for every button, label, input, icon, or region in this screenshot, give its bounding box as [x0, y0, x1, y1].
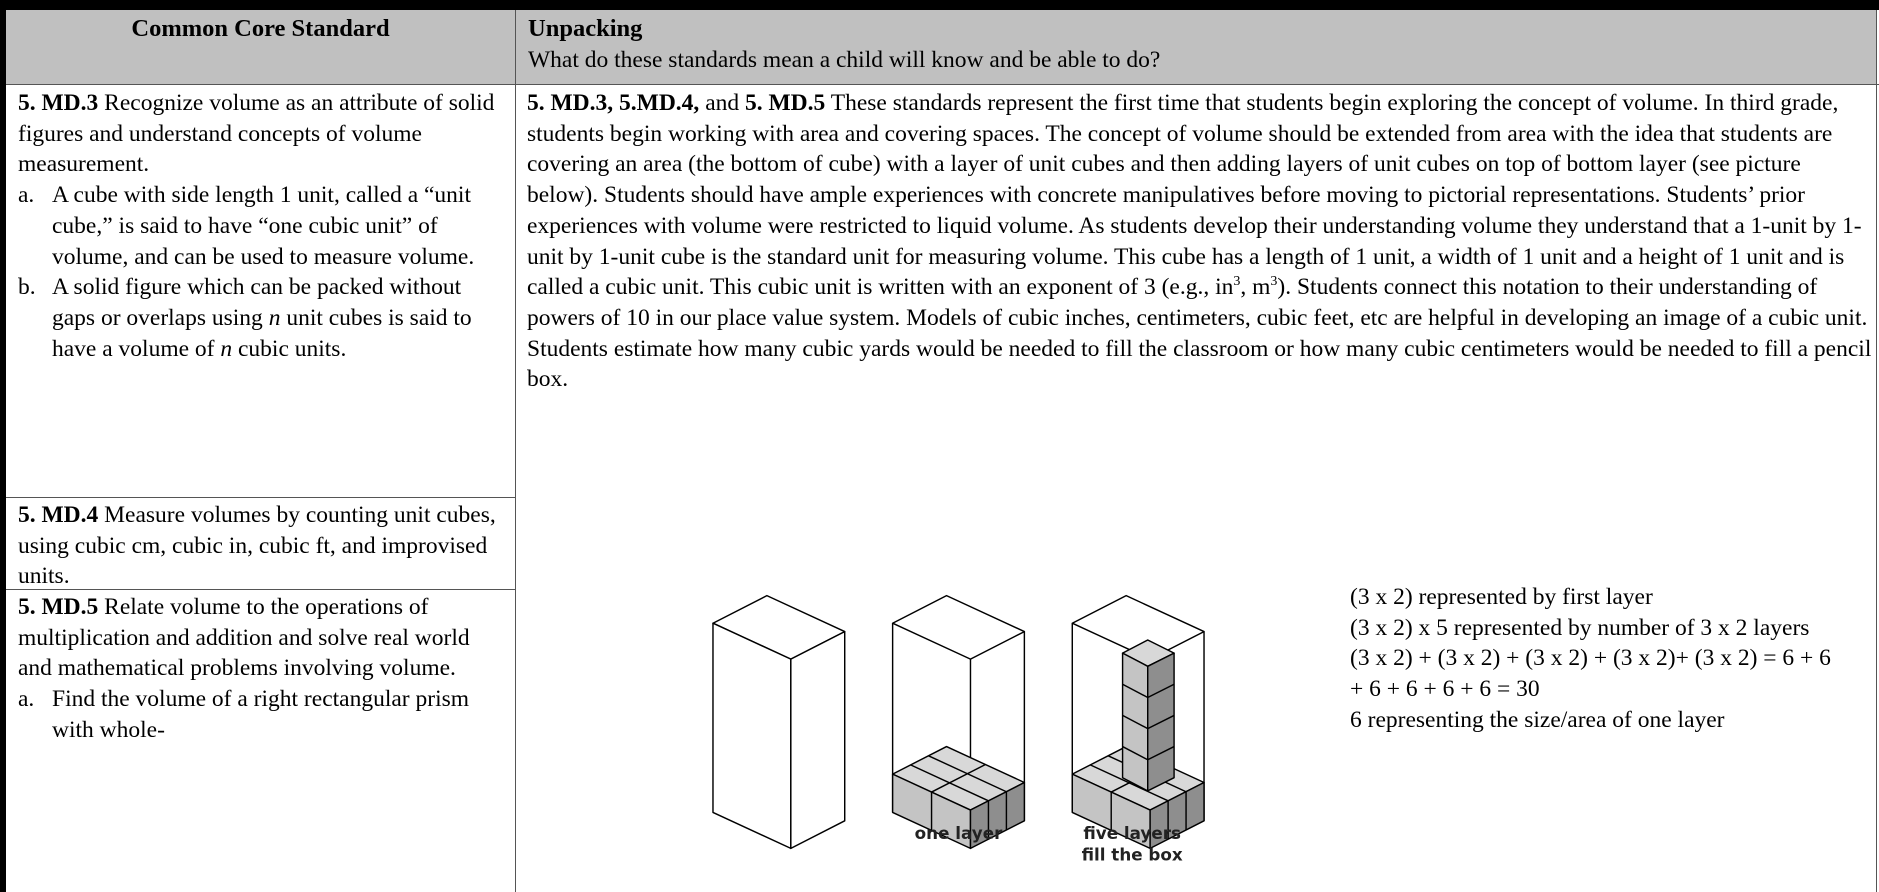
list-item: a. Find the volume of a right rectangular…: [18, 684, 472, 745]
top-border: [0, 0, 1879, 10]
list-marker: b.: [18, 274, 36, 301]
text-run: unit cubes is said to have a volume of: [52, 304, 472, 362]
header-text: Common Core Standard: [131, 15, 390, 42]
standard: 5. MD.4 Measure volumes by counting unit…: [18, 500, 508, 592]
text-run: 5. MD.3, 5.MD.4,: [527, 90, 700, 116]
standard-text: Measure volumes by counting unit cubes, …: [18, 502, 496, 590]
text-run: ). Students connect this notation to the…: [527, 274, 1872, 393]
standard-code: 5. MD.4: [18, 502, 99, 528]
standard-code: 5. MD.3: [18, 90, 99, 116]
note: (3 x 2) + (3 x 2) + (3 x 2) + (3 x 2)+ (…: [1350, 645, 1831, 703]
figure-label: fill the box: [1082, 844, 1183, 864]
text-run: A solid figure which can be packed witho…: [52, 274, 462, 331]
figure-label: five layers: [1083, 823, 1181, 843]
list-marker: a.: [18, 182, 35, 209]
list-marker: a.: [18, 686, 35, 713]
text-run: and: [699, 90, 745, 116]
note: (3 x 2) x 5 represented by number of 3 x…: [1350, 614, 1810, 641]
header-left: Common Core Standard: [6, 10, 515, 84]
list-text: A solid figure which can be packed witho…: [52, 274, 472, 361]
text-run: 5. MD.5: [745, 90, 826, 116]
standard-cell: 5. MD.4 Measure volumes by counting unit…: [18, 500, 508, 592]
text-run: These standards represent the first time…: [527, 90, 1862, 301]
header-title: Unpacking: [528, 15, 643, 42]
unpacking-text: 5. MD.3, 5.MD.4, and 5. MD.5 These stand…: [527, 88, 1873, 395]
standard-code: 5. MD.5: [18, 594, 99, 620]
list-text: Find the volume of a right rectangular p…: [52, 686, 469, 743]
header-right: Unpacking What do these standards mean a…: [516, 10, 1876, 84]
standard: 5. MD.3 Recognize volume as an attribute…: [18, 88, 508, 180]
rule: [6, 589, 515, 590]
rule: [515, 10, 516, 892]
standard-text: Recognize volume as an attribute of soli…: [18, 90, 495, 178]
rule: [6, 497, 515, 498]
cube-figure: one layer five layers fill the box: [712, 594, 1205, 864]
standard-text: Relate volume to the operations of multi…: [18, 594, 470, 682]
figure-label: one layer: [915, 823, 1003, 843]
text-run: n: [268, 304, 281, 331]
note: 6 representing the size/area of one laye…: [1350, 706, 1725, 733]
header-subtitle: What do these standards mean a child wil…: [528, 46, 1161, 73]
text-run: , m: [1240, 274, 1271, 301]
standard-cell: 5. MD.5 Relate volume to the operations …: [18, 592, 488, 746]
list-item: a. A cube with side length 1 unit, called…: [18, 180, 508, 272]
left-border: [0, 0, 6, 892]
rule: [6, 84, 1879, 85]
text-run: cubic units.: [232, 335, 347, 362]
list-text: A cube with side length 1 unit, called a…: [52, 182, 474, 269]
text-run: Find the volume of a right rectangular p…: [52, 686, 470, 743]
standard: 5. MD.5 Relate volume to the operations …: [18, 592, 488, 684]
text-run: A cube with side length 1 unit, called a…: [52, 182, 475, 270]
note: (3 x 2) represented by first layer: [1350, 584, 1653, 610]
text-run: 3: [1233, 274, 1241, 290]
list-item: b. A solid figure which can be packed wit…: [18, 272, 508, 364]
paragraph: 5. MD.3, 5.MD.4, and 5. MD.5 These stand…: [527, 88, 1873, 395]
text-run: n: [220, 335, 233, 362]
text-run: 3: [1270, 274, 1278, 290]
rule: [1876, 10, 1877, 892]
notes: (3 x 2) represented by first layer (3 x …: [1350, 582, 1842, 736]
standard-cell: 5. MD.3 Recognize volume as an attribute…: [18, 88, 508, 364]
